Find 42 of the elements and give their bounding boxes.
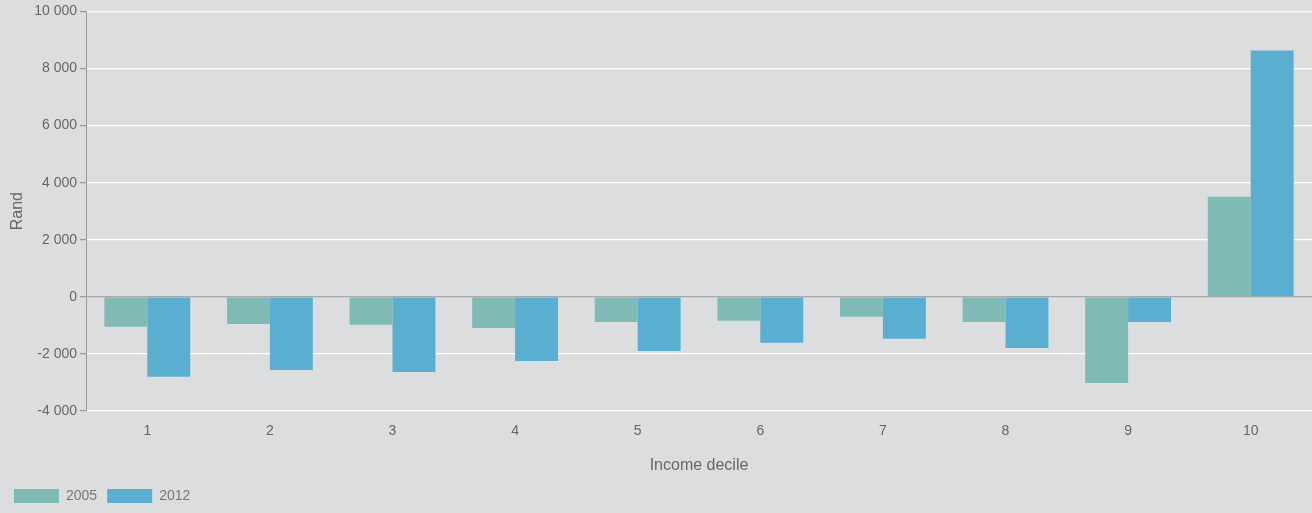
bar (1250, 50, 1294, 297)
y-tick-label: 0 (69, 287, 78, 304)
bar (717, 297, 761, 321)
bar (1207, 196, 1251, 297)
bar (104, 297, 148, 327)
bar (349, 297, 393, 325)
y-tick-label: 2 000 (41, 230, 78, 247)
bar (637, 297, 681, 352)
y-tick-label: -4 000 (37, 401, 78, 418)
x-tick-label: 4 (511, 422, 520, 439)
bar (840, 297, 883, 317)
bar (392, 297, 436, 372)
y-axis-title: Rand (8, 192, 26, 231)
bar (760, 297, 804, 343)
bar (269, 297, 313, 370)
x-tick-label: 10 (1242, 422, 1259, 439)
bar (594, 297, 638, 322)
y-tick-label: 10 000 (34, 2, 78, 19)
bar (1085, 297, 1129, 384)
x-axis-title: Income decile (649, 455, 749, 473)
x-tick-label: 2 (266, 422, 275, 439)
legend-label: 2012 (159, 486, 191, 503)
x-tick-label: 7 (879, 422, 888, 439)
bar (882, 297, 926, 339)
y-tick-label: 8 000 (41, 59, 78, 76)
bar (962, 297, 1006, 322)
bar (1128, 297, 1172, 322)
y-tick-label: 6 000 (41, 116, 78, 133)
bar (227, 297, 270, 324)
bar (147, 297, 191, 377)
x-tick-label: 8 (1001, 422, 1010, 439)
x-tick-label: 9 (1124, 422, 1133, 439)
x-tick-label: 5 (633, 422, 642, 439)
y-tick-label: 4 000 (41, 173, 78, 190)
x-tick-label: 6 (756, 422, 765, 439)
bar (1005, 297, 1049, 348)
bar (515, 297, 559, 362)
bar (472, 297, 516, 328)
x-tick-label: 1 (143, 422, 152, 439)
x-tick-label: 3 (388, 422, 397, 439)
y-tick-label: -2 000 (37, 344, 78, 361)
legend-label: 2005 (66, 486, 98, 503)
